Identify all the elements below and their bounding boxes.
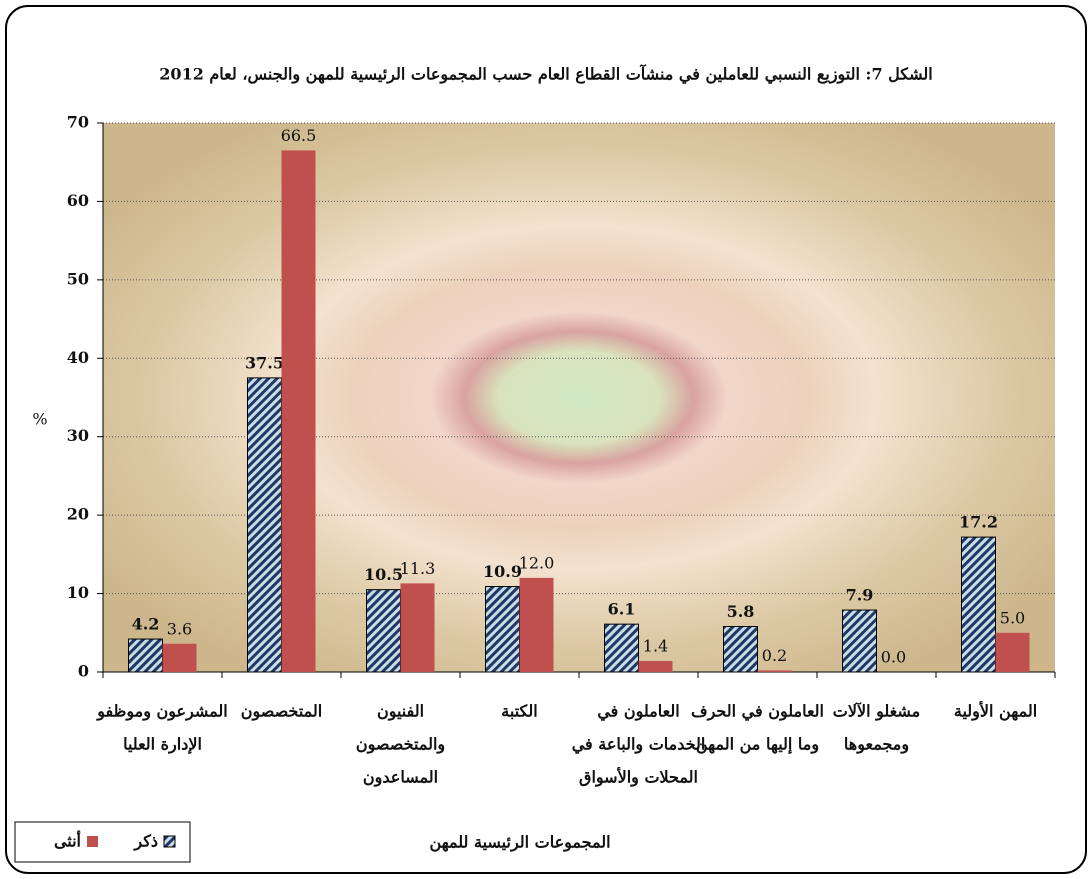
- bar: [162, 643, 197, 672]
- y-tick-label: 30: [67, 426, 89, 445]
- x-axis-label: المجموعات الرئيسية للمهن: [429, 833, 610, 853]
- legend: [14, 821, 191, 863]
- data-label: 3.6: [167, 619, 192, 638]
- x-tick-label: المتخصصون: [241, 702, 323, 722]
- data-label: 1.4: [643, 637, 668, 656]
- bar: [281, 150, 316, 672]
- x-tick-label: المشرعون وموظفو: [96, 702, 227, 722]
- data-label: 6.1: [608, 600, 636, 619]
- y-tick-label: 70: [67, 113, 89, 132]
- legend-swatch: [87, 836, 98, 847]
- bar: [961, 536, 996, 673]
- bar: [723, 626, 758, 673]
- y-tick-label: 20: [67, 505, 89, 524]
- y-tick-label: 10: [67, 583, 89, 602]
- data-label: 17.2: [959, 513, 998, 532]
- x-tick-label: وما إليها من المهن: [696, 735, 819, 755]
- data-label: 12.0: [519, 553, 555, 572]
- y-tick-label: 60: [67, 191, 89, 210]
- x-tick-label: والمتخصصون: [356, 735, 445, 755]
- chart-title: الشكل 7: التوزيع النسبي للعاملين في منشآ…: [159, 63, 932, 85]
- x-tick-label: المهن الأولية: [954, 701, 1037, 722]
- x-tick-label: المساعدون: [363, 768, 438, 788]
- data-label: 0.2: [762, 646, 787, 665]
- legend-swatch: [163, 835, 176, 848]
- data-label: 66.5: [281, 126, 317, 145]
- data-label: 4.2: [132, 615, 160, 634]
- bar: [247, 377, 282, 673]
- bar: [400, 583, 435, 672]
- data-label: 5.8: [727, 602, 755, 621]
- bar: [995, 632, 1030, 672]
- data-label: 10.5: [364, 565, 403, 584]
- legend-label: ذكر: [133, 832, 158, 852]
- bar: [128, 638, 163, 673]
- y-tick-label: 40: [67, 348, 89, 367]
- x-tick-label: العاملون في الحرف: [691, 702, 824, 722]
- bar: [842, 609, 877, 673]
- bar: [485, 586, 520, 673]
- bar: [604, 623, 639, 673]
- x-tick-label: مشغلو الآلات: [833, 702, 920, 722]
- data-label: 10.9: [483, 562, 522, 581]
- legend-label: أنثى: [54, 830, 81, 851]
- bar: [519, 577, 554, 672]
- data-label: 7.9: [846, 586, 874, 605]
- y-tick-label: 0: [78, 662, 89, 681]
- x-tick-label: المحلات والأسواق: [579, 767, 698, 788]
- y-axis-label: %: [32, 410, 47, 429]
- data-label: 37.5: [245, 353, 284, 372]
- data-label: 5.0: [1000, 608, 1025, 627]
- x-tick-label: ومجمعوها: [844, 735, 909, 755]
- plot-area: [103, 123, 1055, 672]
- x-tick-label: الكتبة: [501, 702, 537, 721]
- x-tick-label: العاملون في: [597, 702, 679, 722]
- bar: [757, 670, 792, 672]
- x-tick-label: الفنيون: [377, 702, 424, 722]
- bar: [366, 589, 401, 673]
- bar: [638, 661, 673, 672]
- data-label: 0.0: [881, 648, 906, 667]
- x-tick-label: الإدارة العليا: [123, 735, 202, 755]
- y-tick-label: 50: [67, 269, 89, 288]
- x-tick-label: الخدمات والباعة في: [572, 735, 706, 755]
- data-label: 11.3: [400, 559, 436, 578]
